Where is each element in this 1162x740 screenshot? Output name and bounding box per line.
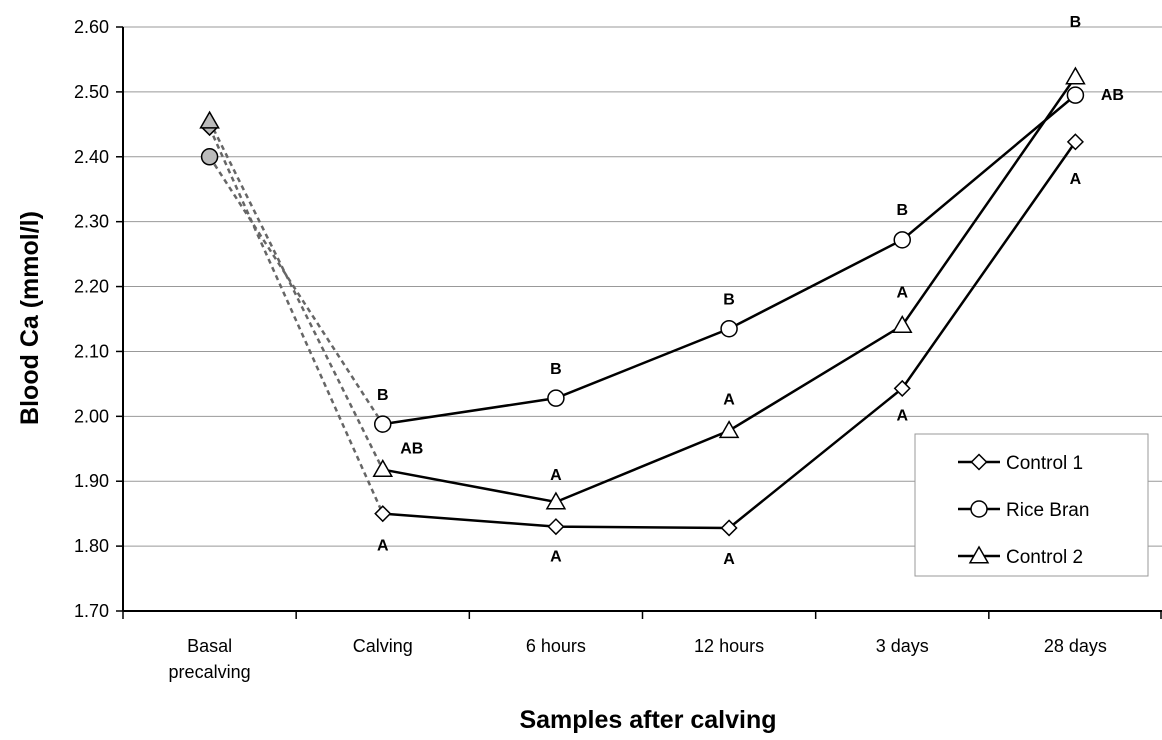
data-point <box>1066 133 1084 151</box>
legend-marker <box>970 500 988 518</box>
axes: 1.70 1.80 1.90 2.00 2.10 2.20 2.30 2.40 2.50 2.60… <box>74 17 1162 682</box>
y-axis-title: Blood Ca (mmol/l) <box>16 211 44 425</box>
significance-label: A <box>723 392 735 409</box>
legend-label: Control 1 <box>1006 453 1083 474</box>
y-tick-label: 1.80 <box>74 536 109 556</box>
significance-label: B <box>723 292 735 309</box>
x-tick-label: Basal <box>187 636 232 656</box>
significance-label: A <box>550 549 562 566</box>
significance-label: A <box>896 284 908 301</box>
y-tick-label: 2.00 <box>74 406 109 426</box>
basal-point <box>200 148 219 166</box>
basal-point <box>199 110 220 129</box>
basal-connector-line <box>208 120 384 471</box>
significance-label: AB <box>400 441 423 458</box>
data-point <box>374 505 392 523</box>
x-tick-label: 6 hours <box>526 636 586 656</box>
y-tick-label: 1.70 <box>74 601 109 621</box>
significance-label: AB <box>1101 87 1124 104</box>
basal-connector-line <box>208 127 384 515</box>
legend-marker <box>968 545 990 564</box>
y-tick-label: 2.20 <box>74 277 109 297</box>
data-point <box>718 420 740 439</box>
significance-label: A <box>723 551 735 568</box>
x-tick-label: 3 days <box>876 636 929 656</box>
legend-label: Rice Bran <box>1006 500 1089 521</box>
y-tick-label: 2.50 <box>74 82 109 102</box>
legend: Control 1 Rice Bran Control 2 <box>914 433 1149 577</box>
y-tick-label: 2.60 <box>74 17 109 37</box>
significance-label: B <box>550 361 562 378</box>
y-tick-label: 1.90 <box>74 471 109 491</box>
data-series <box>199 66 1086 537</box>
x-axis-title: Samples after calving <box>519 706 776 734</box>
legend-marker <box>970 453 988 471</box>
legend-label: Control 2 <box>1006 547 1083 568</box>
significance-label: A <box>896 407 908 424</box>
data-point <box>893 231 911 249</box>
data-point <box>720 319 738 338</box>
data-point <box>1065 66 1086 85</box>
basal-connector-line <box>208 156 384 425</box>
significance-label: A <box>377 538 389 555</box>
series-line <box>382 94 1077 426</box>
data-point <box>547 518 565 536</box>
data-point <box>893 379 911 397</box>
grid-lines <box>123 26 1162 547</box>
significance-label: A <box>1070 171 1082 188</box>
x-tick-label: precalving <box>169 662 251 682</box>
data-point <box>545 491 567 510</box>
x-tick-label: Calving <box>353 636 413 656</box>
x-tick-label: 12 hours <box>694 636 764 656</box>
significance-label: B <box>896 202 908 219</box>
data-point <box>372 459 394 478</box>
significance-label: B <box>1070 14 1082 31</box>
y-tick-label: 2.30 <box>74 212 109 232</box>
significance-label: B <box>377 387 389 404</box>
x-tick-label: 28 days <box>1044 636 1107 656</box>
data-point <box>891 314 913 333</box>
significance-label: A <box>550 467 562 484</box>
data-point <box>720 519 738 537</box>
y-tick-label: 2.10 <box>74 341 109 361</box>
y-tick-label: 2.40 <box>74 147 109 167</box>
data-point <box>547 389 565 407</box>
data-point <box>1066 86 1085 104</box>
legend-box <box>914 433 1149 577</box>
data-point <box>374 415 392 433</box>
